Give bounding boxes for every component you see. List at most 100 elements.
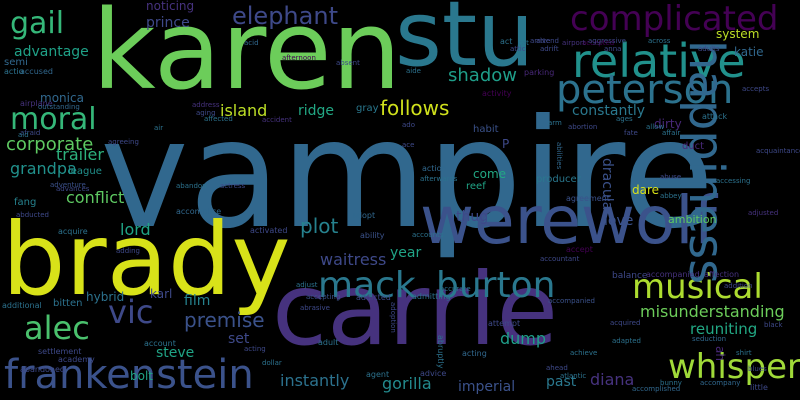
word-adventure: adventure [50, 181, 86, 189]
word-past: past [546, 374, 577, 390]
word-lord: lord [120, 220, 151, 239]
word-stu: stu [395, 0, 535, 87]
word-accused: accused [20, 67, 53, 76]
word-island: island [220, 101, 268, 120]
word-bitten: bitten [53, 298, 83, 309]
word-attempt: attempt [488, 319, 521, 328]
word-follows: follows [380, 96, 450, 120]
word-acquired: acquired [610, 319, 641, 327]
word-seduction: seduction [692, 335, 727, 343]
word-adapted: adapted [612, 337, 641, 345]
word-act: act [500, 37, 513, 46]
word-advice: advice [420, 369, 447, 378]
word-atlantic: atlantic [560, 372, 587, 380]
word-anna: anna [604, 45, 622, 53]
word-abruptly: abruptly [436, 335, 445, 369]
word-dump: dump [500, 329, 547, 348]
word-hybrid: hybrid [86, 290, 125, 304]
word-dollar: dollar [262, 359, 282, 367]
word-fate: fate [624, 129, 638, 137]
word-blues: blues [748, 365, 767, 373]
word-producer: producer [536, 174, 581, 185]
word-agreeing: agreeing [108, 138, 139, 146]
word-monica: monica [40, 91, 84, 105]
word-musical: musical [632, 267, 763, 307]
word-afterwards: afterwards [420, 175, 458, 183]
word-corporate: corporate [6, 134, 94, 155]
word-burton: burton [436, 265, 556, 306]
word-aggressive: aggressive [588, 37, 626, 45]
word-prince: prince [146, 15, 190, 31]
word-adjusted: adjusted [748, 209, 779, 217]
word-ahead: ahead [546, 364, 568, 372]
word-elephant: elephant [232, 2, 338, 30]
word-air: air [154, 124, 164, 132]
word-ah: ah [713, 346, 727, 361]
word-dirty: dirty [654, 117, 682, 131]
word-system: system [716, 27, 760, 41]
word-shadow: shadow [448, 65, 517, 86]
word-acquaintance: acquaintance [756, 147, 800, 155]
word-arrive: arrive [530, 37, 551, 45]
word-gray: gray [356, 103, 379, 114]
word-afraid: afraid [20, 129, 41, 137]
word-parking: parking [524, 68, 555, 77]
word-ability: ability [360, 231, 385, 240]
word-agreement: agreement [566, 194, 610, 203]
word-activated: activated [250, 226, 288, 235]
word-alec: alec [24, 309, 90, 347]
word-cat: cat [518, 39, 529, 47]
word-accomplice: accomplice [176, 207, 222, 216]
word-vampire: vampire [100, 88, 715, 262]
word-year: year [390, 245, 422, 261]
word-aging: aging [196, 109, 216, 117]
word-set: set [228, 331, 250, 347]
word-complicated: complicated [570, 0, 779, 39]
word-accident: accident [262, 116, 292, 124]
word-moral: moral [10, 102, 97, 137]
word-actress: actress [220, 182, 246, 190]
word-conflict: conflict [66, 188, 125, 207]
word-accessing: accessing [716, 177, 751, 185]
word-addicted: addicted [356, 293, 391, 302]
word-waitress: waitress [320, 250, 387, 269]
word-whisper: whisper [668, 347, 800, 387]
word-allow: allow [646, 123, 665, 131]
word-film: film [184, 293, 211, 309]
word-constantly: constantly [572, 103, 646, 119]
word-adult: adult [318, 338, 339, 347]
word-premise: premise [184, 308, 265, 332]
word-activity: activity [482, 89, 512, 98]
word-actio: actio [4, 67, 24, 76]
word-shirt: shirt [736, 349, 752, 357]
word-arm: arm [548, 119, 562, 127]
word-trailer: trailer [56, 145, 104, 164]
word-misunderstanding: misunderstanding [640, 302, 785, 321]
word-imperial: imperial [458, 379, 516, 395]
word-ages: ages [616, 115, 633, 123]
word-address: address [192, 101, 220, 109]
word-adrift: adrift [540, 45, 559, 53]
word-werewolf: werewolf [420, 182, 717, 259]
word-peterson: peterson [556, 67, 734, 113]
word-advantage: advantage [14, 44, 89, 60]
word-karen: karen [92, 0, 402, 114]
word-accompanied: accompanied [548, 297, 595, 305]
word-love: love [604, 213, 634, 229]
word-reuniting: reuniting [690, 320, 758, 338]
word-abrasive: abrasive [300, 304, 330, 312]
word-academy: academy [58, 355, 95, 364]
word-gail: gail [10, 6, 65, 41]
word-action: action [422, 164, 447, 173]
word-accept: accept [566, 245, 593, 254]
word-abbey: abbey [660, 192, 682, 200]
word-little: little [750, 383, 768, 392]
word-acquire: acquire [58, 227, 88, 236]
word-settlement: settlement [38, 347, 82, 356]
word-diana: diana [590, 370, 635, 389]
word-noticing: noticing [146, 0, 195, 13]
word-ambition: ambition [668, 213, 717, 226]
word-achieve: achieve [570, 349, 598, 357]
word-adults: adults [698, 45, 720, 53]
